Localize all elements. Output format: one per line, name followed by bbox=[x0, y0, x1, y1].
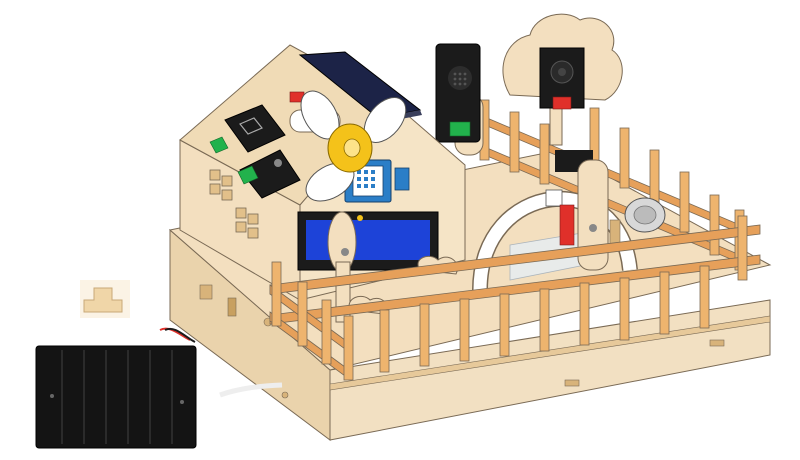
battery-box-icon bbox=[35, 327, 197, 449]
lcd-screen-icon bbox=[297, 211, 439, 271]
sound-sensor-panel bbox=[435, 43, 484, 156]
wood-connector-piece bbox=[80, 280, 130, 318]
temperature-humidity-sensor-icon bbox=[344, 159, 410, 203]
wire-piece bbox=[219, 382, 283, 398]
fence-back bbox=[479, 99, 745, 271]
servo-motor-icon bbox=[545, 150, 621, 271]
switch-module-icon bbox=[209, 104, 301, 199]
speaker-module-icon bbox=[539, 47, 585, 110]
fence-front bbox=[269, 215, 761, 381]
buzzer-icon bbox=[624, 197, 666, 233]
fan-icon bbox=[289, 90, 407, 202]
